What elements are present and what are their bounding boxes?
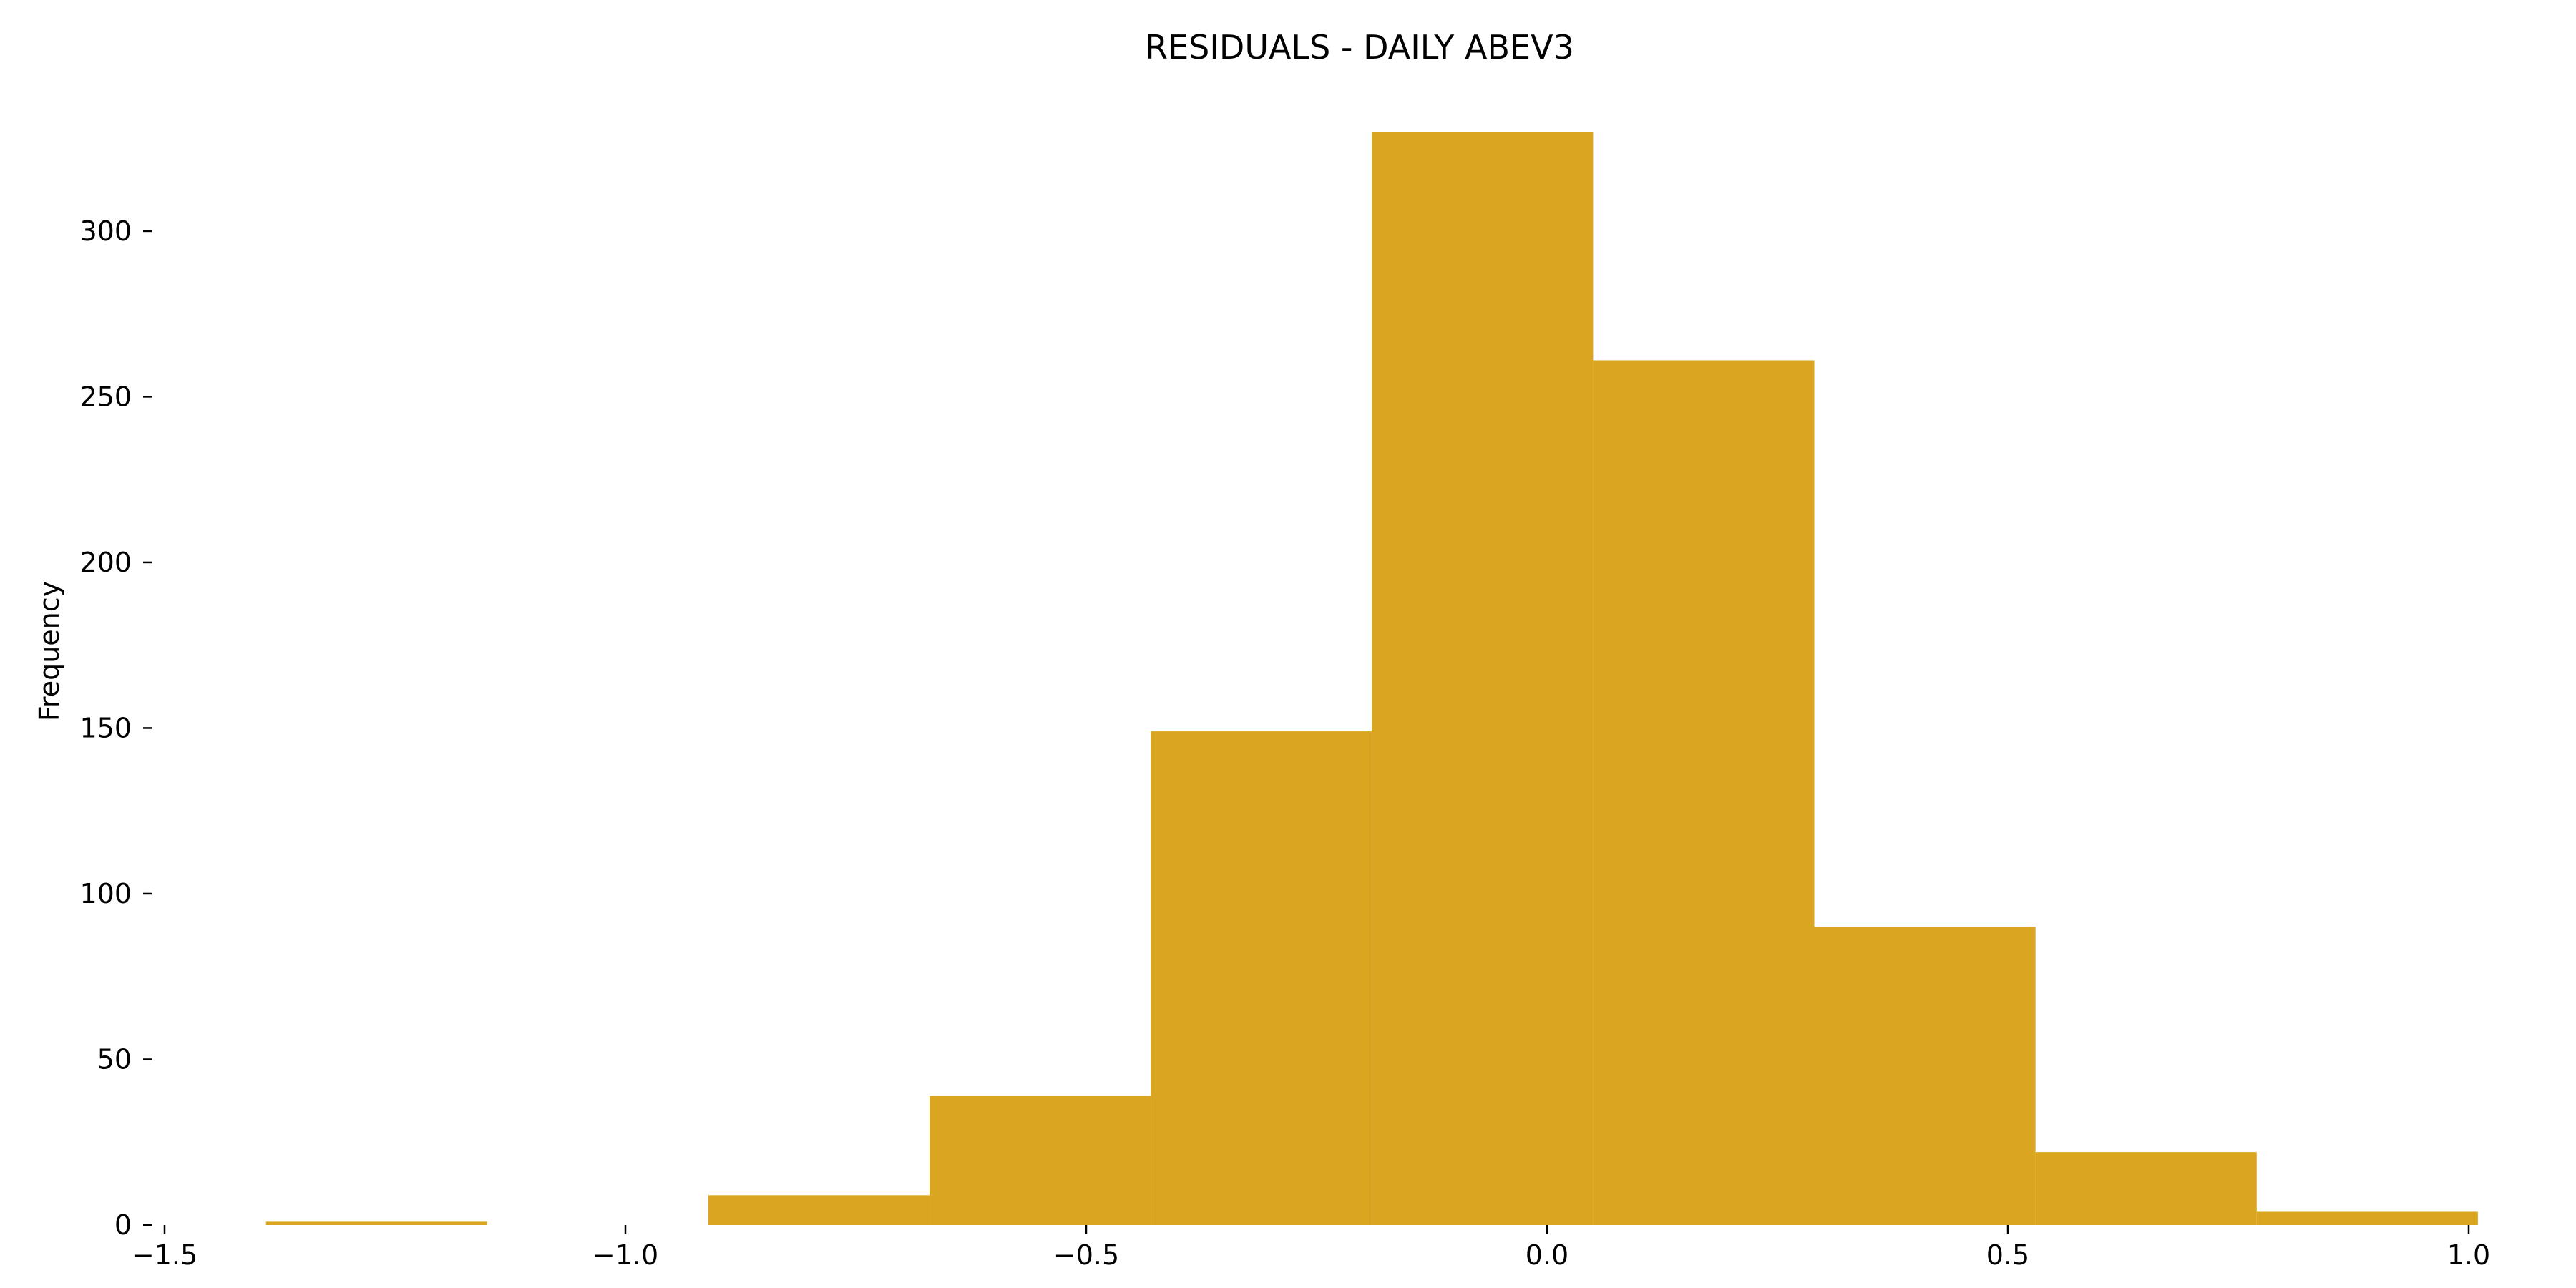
x-tick-label: −0.5 <box>1053 1239 1119 1271</box>
y-tick-label: 150 <box>79 712 132 743</box>
x-axis: −1.5 −1.0 −0.5 0.0 0.5 1.0 <box>132 1225 2490 1271</box>
histogram-bar <box>1372 132 1594 1225</box>
histogram-bars <box>265 132 2478 1225</box>
y-axis: 0 50 100 150 200 250 300 <box>79 215 152 1241</box>
histogram-bar <box>1151 731 1372 1225</box>
histogram-bar <box>265 1221 487 1225</box>
x-tick-label: 1.0 <box>2447 1239 2490 1271</box>
y-tick-label: 200 <box>79 547 132 578</box>
y-tick-label: 0 <box>114 1209 132 1241</box>
histogram-bar <box>1814 927 2036 1225</box>
y-tick-label: 50 <box>97 1043 132 1075</box>
x-tick-label: −1.5 <box>132 1239 197 1271</box>
y-axis-label: Frequency <box>34 581 65 721</box>
x-tick-label: −1.0 <box>592 1239 658 1271</box>
histogram-bar <box>2256 1211 2478 1225</box>
y-tick-label: 100 <box>79 878 132 909</box>
x-tick-label: 0.0 <box>1526 1239 1568 1271</box>
y-tick-label: 250 <box>79 381 132 412</box>
x-tick-label: 0.5 <box>1986 1239 2029 1271</box>
histogram-bar <box>2035 1152 2257 1225</box>
chart-title: RESIDUALS - DAILY ABEV3 <box>1145 28 1574 67</box>
histogram-bar <box>1593 360 1815 1225</box>
y-tick-label: 300 <box>79 215 132 247</box>
histogram-bar <box>708 1195 930 1225</box>
histogram-bar <box>930 1096 1151 1225</box>
